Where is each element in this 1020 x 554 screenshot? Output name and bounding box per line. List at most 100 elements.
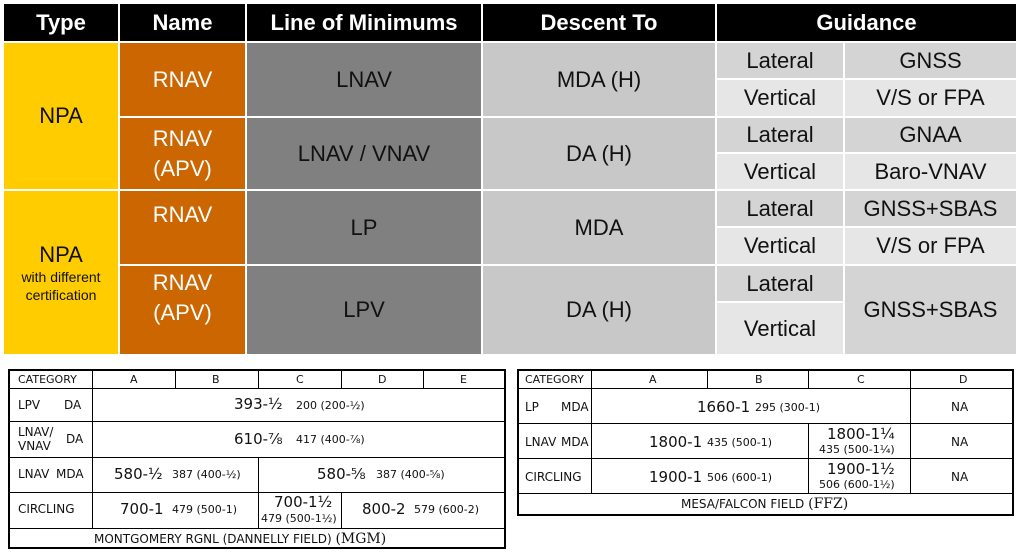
- ffz-circling-ab-value: 1900-1: [649, 468, 703, 486]
- type-npa-2-label: NPA: [39, 241, 83, 267]
- name-rnav-apv-1: RNAV (APV): [120, 118, 245, 189]
- ffz-circling-c-value: 1900-1½: [827, 460, 895, 478]
- mgm-lpv-type: DA: [64, 398, 82, 412]
- ffz-circling-c-sub: 506 (600-1½): [819, 478, 895, 491]
- name-rnav-apv-2: RNAV (APV): [120, 266, 245, 354]
- mgm-circling-c-sub: 479 (500-1½): [261, 512, 337, 525]
- ffz-lp-label: LP: [525, 400, 539, 414]
- ffz-lnav-mda-d: NA: [951, 435, 969, 449]
- mgm-lnav-vnav-value: 610-⅞: [234, 430, 283, 448]
- ffz-header-c: C: [857, 373, 865, 386]
- guidance-lateral-value-3: GNSS+SBAS: [845, 191, 1016, 226]
- header-type: Type: [4, 4, 118, 41]
- ffz-lp-d: NA: [951, 400, 969, 414]
- mgm-lnav-mda-ce-value: 580-⅝: [317, 465, 366, 483]
- guidance-vertical-label-1: Vertical: [717, 80, 843, 116]
- name-line1: RNAV: [152, 125, 213, 151]
- ffz-header-d: D: [959, 373, 968, 386]
- guidance-vertical-value-2: Baro-VNAV: [845, 154, 1016, 189]
- minimums-lnav-vnav: LNAV / VNAV: [247, 118, 481, 189]
- type-npa-2-sub1: with different: [21, 268, 101, 285]
- name-line2: (APV): [153, 155, 212, 181]
- mgm-lnav-vnav-label2: VNAV: [18, 439, 51, 453]
- ffz-lnav-mda-c-value: 1800-1¼: [827, 425, 895, 443]
- minimums-lp: LP: [247, 191, 481, 264]
- type-npa-1: NPA: [4, 43, 118, 189]
- header-line-of-minimums: Line of Minimums: [247, 4, 481, 41]
- mgm-lnav-vnav-label1: LNAV/: [18, 425, 54, 439]
- mgm-lnav-mda-ab-sub: 387 (400-½): [172, 468, 241, 481]
- name-rnav-2: RNAV: [120, 191, 245, 264]
- ffz-circling-d: NA: [951, 470, 969, 484]
- guidance-lateral-label-1: Lateral: [717, 43, 843, 78]
- header-guidance: Guidance: [717, 4, 1016, 41]
- mgm-lpv-label: LPV: [18, 398, 41, 412]
- guidance-vertical-label-3: Vertical: [717, 228, 843, 264]
- mgm-header-a: A: [130, 373, 138, 386]
- ffz-header-b: B: [755, 373, 763, 386]
- mgm-circling-de-value: 800-2: [362, 500, 406, 518]
- mgm-caption-code: (MGM): [335, 531, 387, 547]
- ffz-lp-sub: 295 (300-1): [755, 401, 821, 414]
- name-line2: (APV): [153, 300, 212, 325]
- ffz-minimums-table: CATEGORY A B C D LP MDA 1660-1 295 (300-…: [517, 369, 1014, 516]
- ffz-lnav-mda-type: MDA: [561, 435, 589, 449]
- mgm-lnav-mda-label: LNAV: [18, 467, 50, 481]
- descent-da-h-2: DA (H): [483, 266, 715, 354]
- ffz-caption-name: MESA/FALCON FIELD: [681, 497, 805, 511]
- mgm-minimums-table: CATEGORY A B C D E LPV DA 393-½ 200 (200…: [8, 369, 506, 549]
- guidance-lateral-label-3: Lateral: [717, 191, 843, 226]
- ffz-lp-value: 1660-1: [697, 398, 751, 416]
- descent-mda: MDA: [483, 191, 715, 264]
- name-line1: RNAV: [152, 270, 213, 295]
- name-rnav-1: RNAV: [120, 43, 245, 116]
- ffz-caption-code: (FFZ): [808, 496, 849, 512]
- guidance-vertical-label-2: Vertical: [717, 154, 843, 189]
- ffz-lnav-mda-label: LNAV: [525, 435, 557, 449]
- type-npa-2: NPA with different certification: [4, 191, 118, 354]
- mgm-lpv-value: 393-½: [234, 395, 283, 413]
- guidance-lateral-value-1: GNSS: [845, 43, 1016, 78]
- guidance-lateral-value-2: GNAA: [845, 118, 1016, 152]
- minimums-lpv: LPV: [247, 266, 481, 354]
- mgm-lnav-vnav-sub: 417 (400-⅞): [296, 433, 365, 446]
- header-descent-to: Descent To: [483, 4, 715, 41]
- mgm-circling-label: CIRCLING: [18, 502, 75, 516]
- mgm-header-b: B: [212, 373, 220, 386]
- minimums-lnav: LNAV: [247, 43, 481, 116]
- mgm-circling-c-value: 700-1½: [274, 493, 333, 511]
- guidance-lateral-label-2: Lateral: [717, 118, 843, 152]
- ffz-circling-label: CIRCLING: [525, 470, 582, 484]
- mgm-circling-de-sub: 579 (600-2): [414, 503, 480, 516]
- guidance-value-4: GNSS+SBAS: [845, 266, 1016, 354]
- ffz-lnav-mda-ab-sub: 435 (500-1): [707, 436, 773, 449]
- mgm-lnav-mda-ab-value: 580-½: [114, 465, 163, 483]
- mgm-header-d: D: [378, 373, 387, 386]
- mgm-circling-ab-value: 700-1: [120, 500, 164, 518]
- ffz-header-category: CATEGORY: [525, 373, 584, 386]
- guidance-vertical-label-4: Vertical: [717, 303, 843, 354]
- ffz-lnav-mda-c-sub: 435 (500-1¼): [819, 443, 895, 456]
- mgm-caption-name: MONTGOMERY RGNL (DANNELLY FIELD): [94, 532, 332, 546]
- header-name: Name: [120, 4, 245, 41]
- mgm-lnav-mda-ce-sub: 387 (400-⅝): [376, 468, 445, 481]
- descent-da-h-1: DA (H): [483, 118, 715, 189]
- mgm-lpv-sub: 200 (200-½): [296, 399, 365, 412]
- mgm-header-e: E: [460, 373, 467, 386]
- ffz-lp-type: MDA: [561, 400, 589, 414]
- ffz-circling-ab-sub: 506 (600-1): [707, 471, 773, 484]
- mgm-header-c: C: [296, 373, 304, 386]
- ffz-header-a: A: [649, 373, 657, 386]
- mgm-header-category: CATEGORY: [18, 373, 77, 386]
- ffz-lnav-mda-ab-value: 1800-1: [649, 433, 703, 451]
- type-npa-2-sub2: certification: [25, 286, 97, 303]
- guidance-vertical-value-3: V/S or FPA: [845, 228, 1016, 264]
- descent-mda-h: MDA (H): [483, 43, 715, 116]
- mgm-lnav-vnav-type: DA: [66, 432, 84, 446]
- mgm-lnav-mda-type: MDA: [56, 467, 84, 481]
- guidance-vertical-value-1: V/S or FPA: [845, 80, 1016, 116]
- mgm-circling-ab-sub: 479 (500-1): [172, 503, 238, 516]
- guidance-lateral-label-4: Lateral: [717, 266, 843, 301]
- ffz-caption: MESA/FALCON FIELD (FFZ): [681, 496, 848, 512]
- mgm-caption: MONTGOMERY RGNL (DANNELLY FIELD) (MGM): [94, 531, 386, 547]
